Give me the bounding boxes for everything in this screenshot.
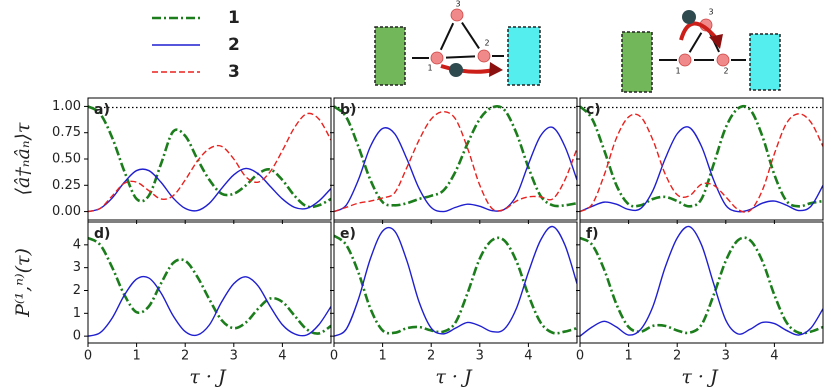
series-line: [88, 112, 331, 213]
x-axis-label: τ · J: [435, 366, 473, 388]
series-line: [580, 126, 823, 213]
panel-frame: [579, 221, 824, 344]
series-line: [580, 236, 823, 335]
panel-frame: [87, 97, 332, 221]
series-line: [580, 104, 823, 208]
y-tick-label: 3: [73, 260, 81, 275]
site: [477, 49, 491, 63]
plot-area: [580, 225, 823, 337]
x-tick-label: 3: [476, 349, 484, 364]
panel-frame: [579, 97, 824, 221]
panel-label: d): [94, 226, 110, 242]
series-line: [88, 167, 331, 213]
x-tick-label: 2: [673, 349, 681, 364]
y-tick-label: 0.50: [52, 152, 81, 167]
x-tick-label: 1: [378, 349, 386, 364]
series-line: [580, 225, 823, 337]
x-tick-label: 2: [181, 349, 189, 364]
y-tick-label: 0.25: [52, 178, 81, 193]
panel-label: a): [94, 102, 110, 118]
series-line: [334, 105, 577, 208]
transport-arrow: [440, 64, 495, 74]
site-label: 1: [427, 64, 432, 73]
site: [716, 53, 730, 67]
panel-frame: [87, 221, 332, 344]
x-tick-label: 3: [722, 349, 730, 364]
panel-frame: [333, 221, 578, 344]
site-label: 3: [708, 8, 713, 17]
plot-area: [580, 104, 823, 213]
site: [430, 51, 444, 65]
series-line: [88, 105, 331, 209]
legend-label: 3: [228, 62, 240, 82]
x-tick-label: 3: [230, 349, 238, 364]
y-tick-label: 0: [73, 329, 81, 344]
site: [450, 8, 464, 22]
x-tick-label: 4: [278, 349, 286, 364]
plot-area: [334, 105, 577, 213]
series-line: [334, 110, 577, 213]
y-tick-label: 4: [73, 237, 81, 252]
bond: [688, 32, 703, 53]
site: [678, 53, 692, 67]
x-tick-label: 0: [84, 349, 92, 364]
panel-label: b): [340, 102, 356, 118]
panel-label: e): [340, 226, 356, 242]
x-tick-label: 1: [624, 349, 632, 364]
site-label: 3: [455, 0, 460, 9]
x-tick-label: 2: [427, 349, 435, 364]
bond: [445, 55, 476, 59]
legend-label: 1: [228, 8, 240, 28]
series-line: [334, 234, 577, 335]
x-axis-label: τ · J: [189, 366, 227, 388]
x-tick-label: 4: [524, 349, 532, 364]
arrow-head: [709, 34, 723, 49]
y-tick-label: 2: [73, 283, 81, 298]
x-tick-label: 0: [576, 349, 584, 364]
y-tick-label: 0.00: [52, 204, 81, 219]
y-tick-label: 1: [73, 306, 81, 321]
panel-label: c): [586, 102, 601, 118]
bond: [439, 22, 455, 51]
transport-arrow: [679, 21, 718, 41]
series-line: [580, 113, 823, 213]
site-label: 1: [675, 67, 680, 76]
plot-area: [88, 236, 331, 337]
reservoir: [749, 33, 781, 91]
particle: [449, 63, 463, 77]
particle: [682, 10, 696, 24]
reservoir: [374, 26, 406, 86]
y-axis-label: ⟨â†ₙâₙ⟩τ: [12, 122, 34, 195]
series-line: [88, 236, 331, 335]
y-tick-label: 1.00: [52, 99, 81, 114]
arrow-head: [489, 62, 503, 77]
reservoir: [621, 31, 653, 93]
plot-area: [88, 105, 331, 213]
plot-area: [334, 225, 577, 337]
panel-label: f): [586, 226, 599, 242]
legend-label: 2: [228, 35, 240, 55]
series-line: [88, 275, 331, 337]
y-tick-label: 0.75: [52, 125, 81, 140]
bond: [461, 21, 480, 50]
y-axis-label: P⁽¹,ⁿ⁾(τ): [12, 248, 34, 318]
series-line: [334, 126, 577, 213]
x-tick-label: 1: [132, 349, 140, 364]
site-label: 2: [484, 39, 489, 48]
x-tick-label: 4: [770, 349, 778, 364]
site-label: 2: [723, 67, 728, 76]
series-line: [334, 225, 577, 337]
x-tick-label: 0: [330, 349, 338, 364]
reservoir: [507, 26, 541, 86]
x-axis-label: τ · J: [681, 366, 719, 388]
